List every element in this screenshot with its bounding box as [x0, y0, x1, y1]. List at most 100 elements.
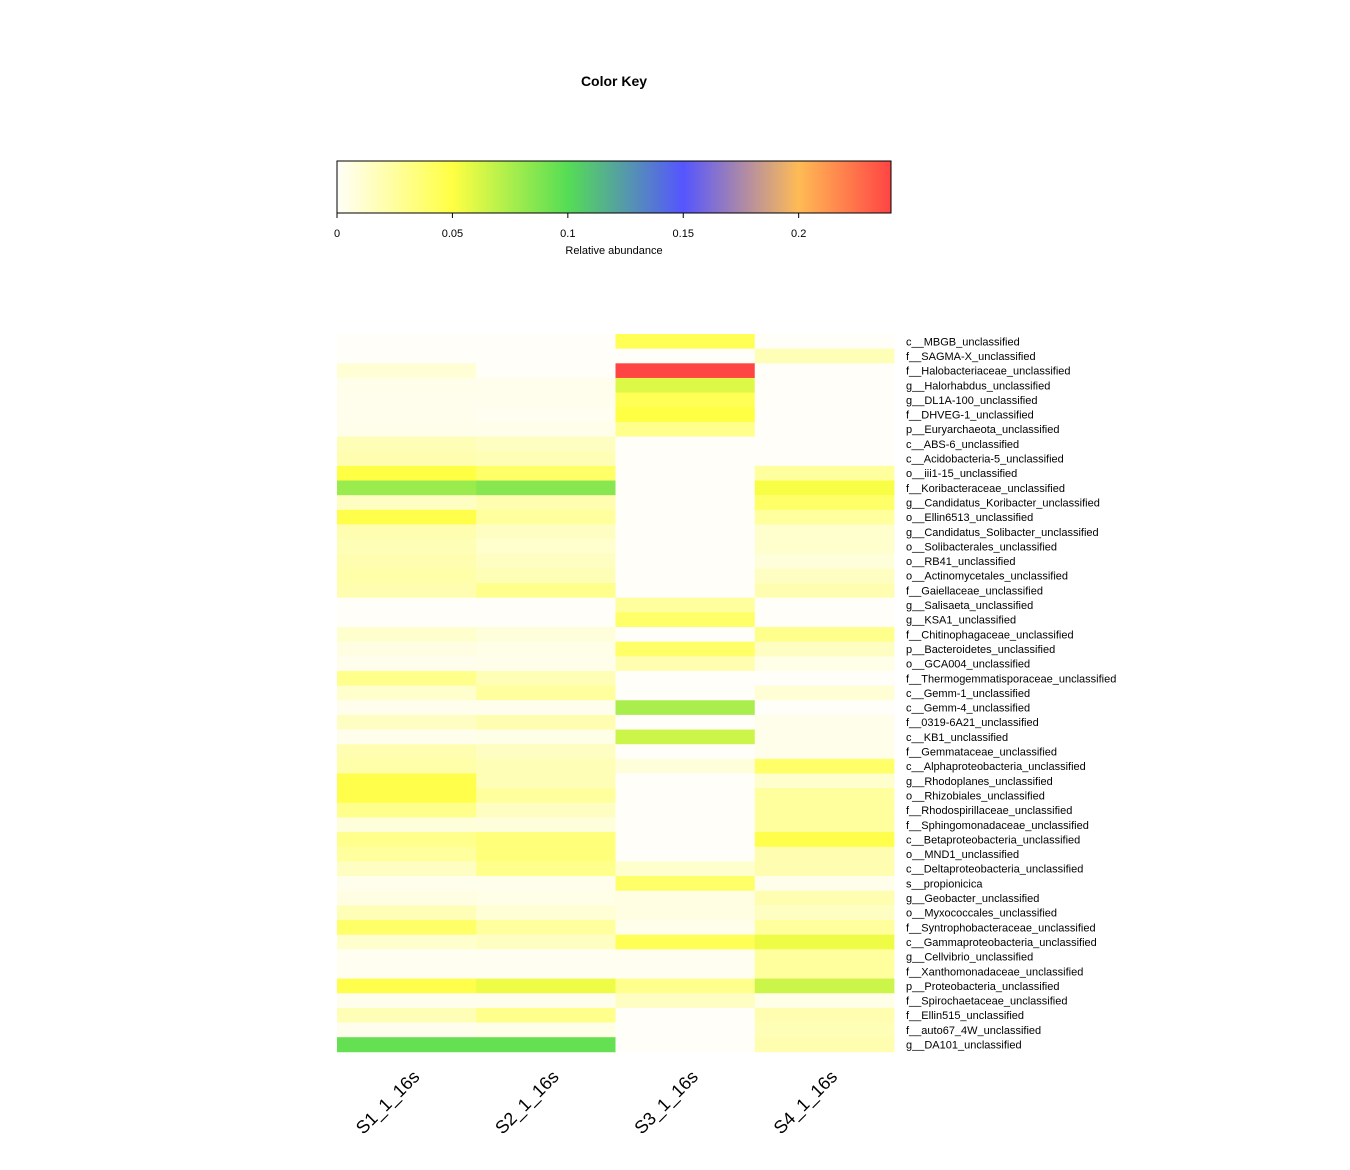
column-label: S4_1_16s: [770, 1067, 842, 1139]
heatmap-cell: [337, 685, 477, 701]
row-label: g__Salisaeta_unclassified: [906, 600, 1033, 612]
heatmap-cell: [615, 832, 756, 848]
heatmap-cell: [615, 670, 756, 686]
heatmap-cell: [476, 627, 616, 643]
column-label: S1_1_16s: [352, 1067, 424, 1139]
heatmap-cell: [476, 963, 616, 979]
row-label: c__Gammaproteobacteria_unclassified: [906, 937, 1097, 949]
color-key: Color Key 0 0.05 0.1 0.15 0.2 Relative abund…: [334, 73, 892, 257]
heatmap-cell: [337, 934, 477, 950]
heatmap-cell: [615, 539, 756, 555]
row-label: c__Gemm-1_unclassified: [906, 688, 1030, 700]
heatmap-cell: [615, 978, 756, 994]
heatmap-cell: [337, 553, 477, 569]
row-label: p__Euryarchaeota_unclassified: [906, 424, 1060, 436]
heatmap-cell: [476, 334, 616, 350]
row-label: c__Deltaproteobacteria_unclassified: [906, 864, 1083, 876]
row-label: c__MBGB_unclassified: [906, 336, 1020, 348]
heatmap-cell: [754, 509, 895, 525]
row-label: c__KB1_unclassified: [906, 732, 1008, 744]
row-label: g__Halorhabdus_unclassified: [906, 380, 1050, 392]
row-label: f__Gemmataceae_unclassified: [906, 747, 1057, 759]
heatmap-cell: [476, 465, 616, 481]
heatmap-cell: [615, 714, 756, 730]
heatmap-cell: [754, 392, 895, 408]
heatmap-cell: [615, 495, 756, 511]
heatmap-cell: [615, 846, 756, 862]
heatmap-cell: [754, 670, 895, 686]
heatmap-cell: [337, 539, 477, 555]
heatmap-cell: [615, 949, 756, 965]
heatmap-cell: [476, 392, 616, 408]
heatmap-cell: [615, 876, 756, 892]
row-label: g__Geobacter_unclassified: [906, 893, 1039, 905]
row-label: o__Solibacterales_unclassified: [906, 541, 1057, 553]
row-label: f__DHVEG-1_unclassified: [906, 410, 1034, 422]
color-key-title: Color Key: [581, 73, 647, 89]
heatmap-cell: [754, 363, 895, 379]
heatmap-cell: [754, 846, 895, 862]
column-label: S2_1_16s: [491, 1067, 563, 1139]
heatmap-cell: [476, 890, 616, 906]
column-labels: S1_1_16s S2_1_16s S3_1_16s S4_1_16s: [352, 1067, 842, 1139]
row-label: p__Bacteroidetes_unclassified: [906, 644, 1055, 656]
heatmap-cell: [754, 905, 895, 921]
heatmap-cell: [754, 524, 895, 540]
heatmap-cell: [476, 905, 616, 921]
row-label: p__Proteobacteria_unclassified: [906, 981, 1060, 993]
row-label: g__KSA1_unclassified: [906, 615, 1016, 627]
heatmap-cell: [476, 685, 616, 701]
color-key-ticks: 0 0.05 0.1 0.15 0.2: [334, 213, 806, 240]
heatmap-cell: [754, 949, 895, 965]
heatmap-cell: [476, 363, 616, 379]
row-label: f__0319-6A21_unclassified: [906, 717, 1039, 729]
heatmap-cell: [754, 612, 895, 628]
heatmap-cell: [615, 641, 756, 657]
heatmap-cell: [476, 817, 616, 833]
heatmap-cell: [476, 832, 616, 848]
heatmap-cell: [476, 641, 616, 657]
heatmap-cell: [754, 773, 895, 789]
row-label: f__auto67_4W_unclassified: [906, 1025, 1041, 1037]
heatmap-cell: [476, 1022, 616, 1038]
heatmap-cell: [615, 363, 756, 379]
row-label: g__Candidatus_Solibacter_unclassified: [906, 527, 1099, 539]
heatmap-cell: [754, 377, 895, 393]
heatmap-cell: [754, 920, 895, 936]
heatmap-cell: [337, 802, 477, 818]
heatmap-cell: [337, 861, 477, 877]
heatmap-cell: [615, 377, 756, 393]
color-key-gradient-bar: [336, 160, 892, 214]
row-label: c__Acidobacteria-5_unclassified: [906, 454, 1064, 466]
heatmap-cell: [476, 861, 616, 877]
heatmap-cell: [337, 583, 477, 599]
heatmap-cell: [476, 978, 616, 994]
heatmap-cell: [754, 963, 895, 979]
heatmap-cell: [754, 978, 895, 994]
color-key-tick-label: 0.1: [560, 228, 575, 240]
heatmap-cell: [615, 451, 756, 467]
heatmap-cell: [754, 568, 895, 584]
heatmap-cell: [615, 480, 756, 496]
heatmap-cell: [754, 744, 895, 760]
heatmap-cell: [615, 348, 756, 364]
heatmap-cell: [337, 524, 477, 540]
heatmap-cell: [615, 890, 756, 906]
heatmap-cell: [476, 949, 616, 965]
heatmap-cell: [476, 480, 616, 496]
heatmap-cell: [754, 480, 895, 496]
heatmap-cell: [337, 436, 477, 452]
row-label: f__Sphingomonadaceae_unclassified: [906, 820, 1089, 832]
row-label: f__Syntrophobacteraceae_unclassified: [906, 922, 1096, 934]
heatmap-cell: [476, 553, 616, 569]
heatmap-cell: [615, 934, 756, 950]
row-label: f__Spirochaetaceae_unclassified: [906, 996, 1067, 1008]
heatmap-cell: [754, 934, 895, 950]
heatmap-cell: [476, 920, 616, 936]
heatmap-cell: [337, 817, 477, 833]
heatmap-cell: [476, 495, 616, 511]
row-label: o__Myxococcales_unclassified: [906, 908, 1057, 920]
heatmap-cell: [754, 583, 895, 599]
heatmap-cell: [754, 1022, 895, 1038]
